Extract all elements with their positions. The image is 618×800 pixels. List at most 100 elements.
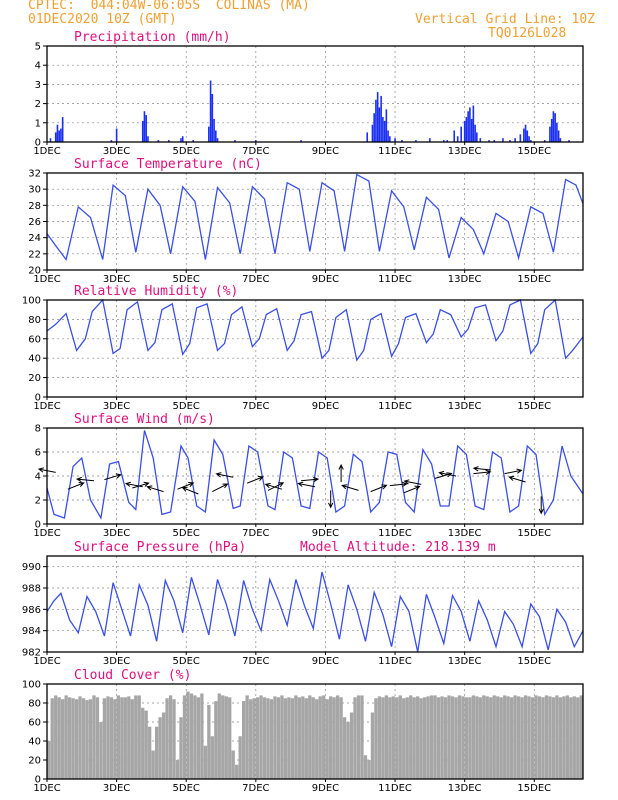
coords-label: 044:04W-06:05S [90, 0, 201, 13]
cloud-bar [50, 698, 54, 779]
cloud-bar [520, 697, 524, 779]
cloud-bar [572, 696, 576, 779]
cloud-bar [179, 717, 183, 779]
precip-bar [211, 94, 214, 142]
cloud-bar [64, 695, 68, 779]
y-tick-label: 60 [28, 334, 41, 345]
cloud-bar [422, 697, 427, 779]
x-tick-label: 1DEC [33, 274, 60, 285]
panel-3: 0 20 40 60 80 100 1DEC 3DEC 5DEC 7DEC 9DEC 11DEC 13D… [22, 284, 584, 412]
y-tick-label: 26 [28, 217, 41, 228]
cloud-bar [280, 695, 284, 779]
x-tick-label: 15DEC [517, 528, 551, 539]
precip-bar [467, 111, 469, 142]
cloud-bar [457, 695, 462, 779]
precip-bar [157, 140, 160, 142]
cloud-bar [447, 695, 451, 779]
cloud-bar [207, 704, 211, 779]
precip-bar [208, 126, 210, 142]
y-tick-label: 0 [35, 393, 41, 404]
precip-bar [528, 136, 530, 142]
cloud-bar [579, 695, 583, 779]
cloud-bar [391, 696, 395, 779]
cloud-bar [443, 697, 448, 779]
x-tick-label: 1DEC [33, 401, 60, 412]
series-line [46, 173, 584, 261]
code-label: TQ0126L028 [488, 26, 567, 41]
precip-bar [378, 107, 381, 142]
y-tick-label: 982 [22, 648, 41, 659]
x-tick-label: 1DEC [33, 783, 60, 794]
panel-title: Surface Wind (m/s) [74, 412, 215, 427]
wind-arrow [301, 476, 320, 483]
x-tick-label: 11DEC [378, 783, 412, 794]
x-tick-label: 7DEC [242, 274, 269, 285]
cloud-bar [287, 697, 291, 779]
cloud-bar [269, 699, 274, 779]
y-tick-label: 40 [28, 737, 41, 748]
cloud-bar [47, 741, 51, 779]
precip-bar [442, 140, 445, 142]
x-tick-label: 1DEC [33, 528, 60, 539]
cloud-bar [492, 695, 496, 779]
cloud-bar [353, 697, 357, 779]
cloud-bar [506, 696, 510, 779]
cloud-bar [189, 693, 194, 779]
source-label: CPTEC: [28, 0, 75, 13]
cloud-bar [363, 755, 368, 779]
cloud-bar [203, 745, 208, 779]
cloud-bar [54, 695, 58, 779]
precip-bar [209, 80, 212, 142]
precip-bar [488, 140, 490, 142]
cloud-bar [158, 717, 162, 779]
cloud-bar [534, 695, 538, 779]
precip-bar [376, 92, 379, 142]
cloud-bar [374, 698, 378, 779]
cloud-bar [370, 712, 375, 779]
precip-bar [383, 120, 386, 142]
wind-arrow [297, 481, 316, 488]
cloud-bar [339, 697, 343, 779]
precip-bar [58, 130, 60, 142]
precip-bar [215, 130, 217, 142]
series-line [46, 430, 584, 520]
cloud-bar [172, 699, 176, 779]
panel-title: Cloud Cover (%) [74, 668, 191, 683]
cloud-bar [405, 697, 409, 779]
y-tick-label: 988 [22, 584, 41, 595]
precip-bar [543, 140, 546, 142]
cloud-bar [102, 698, 107, 779]
cloud-bar [454, 697, 458, 779]
cloud-bar [322, 695, 326, 779]
cloud-bar [308, 695, 312, 779]
precip-bar [56, 124, 59, 142]
cloud-bar [273, 696, 277, 779]
y-tick-label: 28 [28, 201, 41, 212]
precip-bar [145, 115, 147, 142]
wind-arrow [246, 476, 264, 484]
cloud-bar [482, 695, 486, 779]
x-tick-label: 15DEC [517, 783, 551, 794]
cloud-bar [241, 701, 246, 779]
y-tick-label: 80 [28, 315, 41, 326]
precip-bar [415, 140, 417, 142]
cloud-bar [224, 696, 228, 779]
precip-bar [234, 140, 236, 142]
precip-bar [300, 140, 302, 142]
panel-title: Precipitation (mm/h) [74, 30, 231, 45]
y-tick-label: 0 [35, 775, 41, 786]
cloud-bar [78, 696, 82, 779]
precip-bar [61, 117, 64, 142]
cloud-bar [440, 696, 444, 779]
x-tick-label: 11DEC [378, 656, 412, 667]
precip-bar [509, 140, 511, 142]
precip-bar [168, 140, 170, 142]
cloud-bar [576, 697, 580, 779]
y-tick-label: 22 [28, 249, 41, 260]
y-tick-label: 32 [28, 169, 41, 180]
wind-arrow [177, 482, 195, 490]
y-tick-label: 4 [35, 472, 41, 483]
cloud-bar [381, 697, 385, 779]
precip-bar [479, 138, 482, 142]
y-tick-label: 20 [28, 756, 41, 767]
